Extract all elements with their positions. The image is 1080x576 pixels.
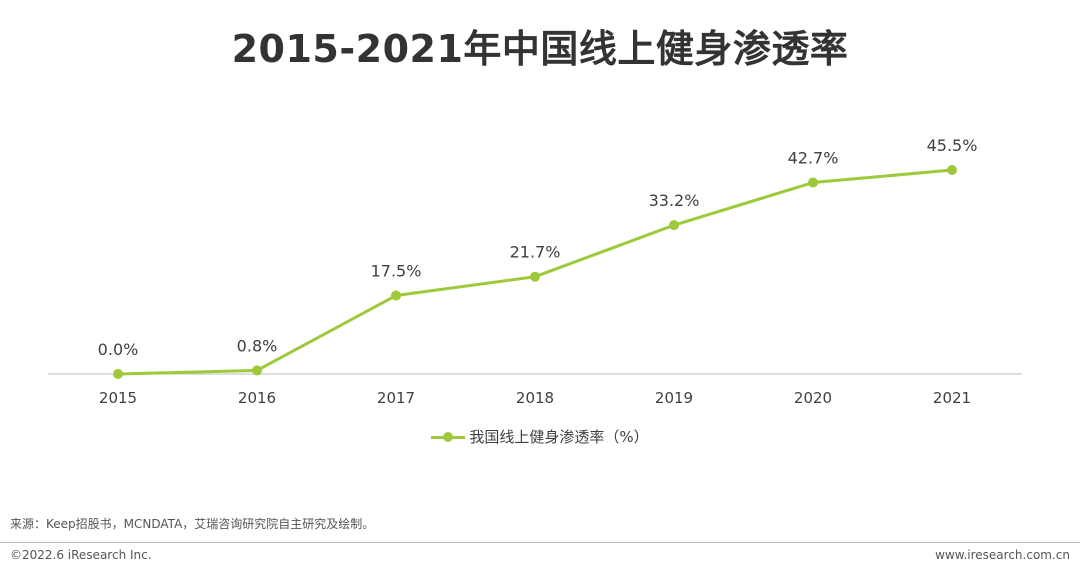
x-tick-label: 2019 (655, 389, 693, 407)
data-label: 42.7% (788, 149, 839, 168)
legend-label: 我国线上健身渗透率（%） (469, 428, 649, 446)
x-tick-label: 2016 (238, 389, 276, 407)
x-tick-label: 2017 (377, 389, 415, 407)
x-tick-label: 2020 (794, 389, 832, 407)
chart-legend: 我国线上健身渗透率（%） (0, 426, 1080, 447)
legend-marker-icon (431, 431, 466, 442)
data-point (252, 365, 262, 376)
x-tick-label: 2015 (99, 389, 137, 407)
data-point (113, 369, 123, 379)
data-label: 45.5% (927, 136, 978, 155)
data-point (947, 165, 957, 175)
source-note: 来源：Keep招股书，MCNDATA，艾瑞咨询研究院自主研究及绘制。 (10, 517, 375, 531)
footer-divider (0, 542, 1080, 543)
data-point (669, 220, 679, 231)
chart-title: 2015-2021年中国线上健身渗透率 (231, 27, 849, 71)
copyright-text: ©2022.6 iResearch Inc. (10, 548, 152, 562)
data-label: 33.2% (649, 191, 700, 210)
data-point (808, 177, 818, 188)
data-label: 21.7% (510, 243, 561, 262)
legend-dot (443, 431, 454, 442)
data-label: 0.0% (98, 340, 139, 359)
x-tick-label: 2021 (933, 389, 971, 407)
x-tick-label: 2018 (516, 389, 554, 407)
website-text: www.iresearch.com.cn (935, 548, 1070, 562)
data-point (391, 290, 401, 301)
data-label: 17.5% (371, 262, 422, 281)
data-label: 0.8% (237, 336, 278, 355)
data-point (530, 271, 540, 282)
